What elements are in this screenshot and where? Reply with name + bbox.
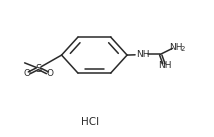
Text: S: S [35, 64, 42, 73]
Text: 2: 2 [180, 46, 185, 52]
Text: NH: NH [169, 42, 183, 52]
Text: HCl: HCl [81, 117, 99, 127]
Text: NH: NH [136, 50, 150, 59]
Text: O: O [23, 69, 30, 78]
Text: O: O [46, 69, 54, 78]
Text: NH: NH [158, 61, 171, 70]
